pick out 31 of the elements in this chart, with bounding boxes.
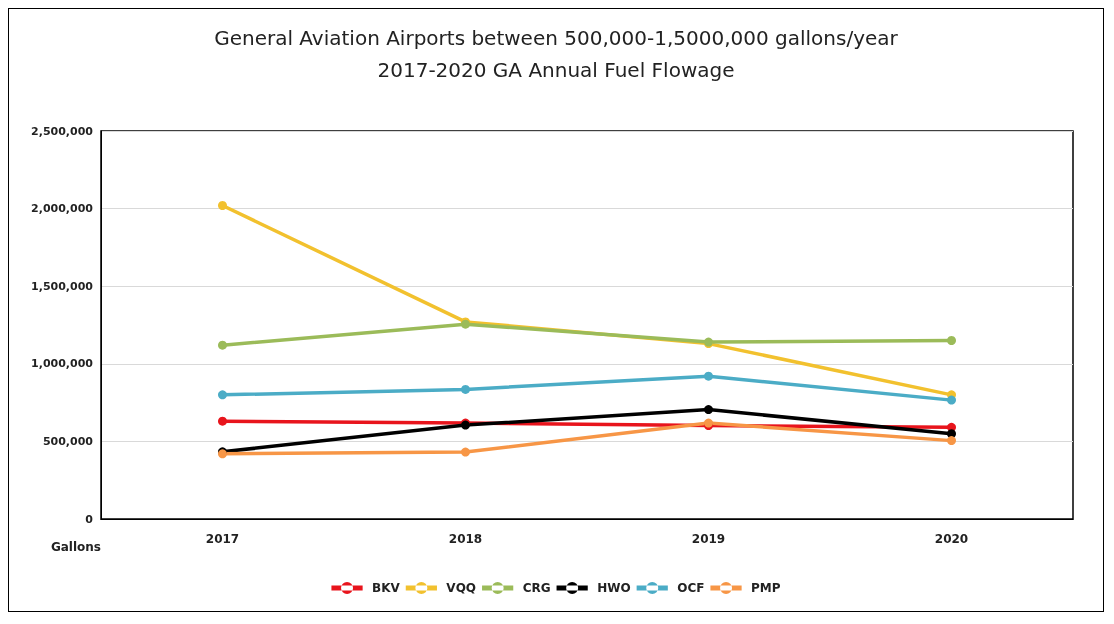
point xyxy=(218,390,227,400)
point xyxy=(947,429,956,439)
point xyxy=(704,371,713,381)
point xyxy=(947,395,956,405)
y-tick-label: 1,000,000 xyxy=(31,357,94,371)
x-tick-label: 2018 xyxy=(448,532,483,546)
legend-label: BKV xyxy=(372,581,401,595)
point xyxy=(461,384,470,394)
y-tick-label: 2,000,000 xyxy=(31,202,94,216)
legend-label: HWO xyxy=(597,581,631,595)
x-tick-label: 2017 xyxy=(205,532,240,546)
y-tick-label: 500,000 xyxy=(42,434,94,448)
y-axis-title: Gallons xyxy=(50,540,101,554)
legend-label: PMP xyxy=(751,581,781,595)
x-tick-label: 2020 xyxy=(934,532,969,546)
legend-label: VQQ xyxy=(446,581,477,595)
y-tick-label: 1,500,000 xyxy=(31,279,94,293)
point xyxy=(218,201,227,210)
point xyxy=(461,447,470,457)
point xyxy=(947,336,956,346)
y-tick-label: 2,500,000 xyxy=(31,124,94,138)
point xyxy=(947,436,956,446)
point xyxy=(218,416,227,426)
legend-label: CRG xyxy=(522,581,551,595)
x-tick-label: 2019 xyxy=(691,532,726,546)
chart-title: General Aviation Airports between 500,000-1,5000,000 gallons/year xyxy=(214,26,899,50)
legend-label: OCF xyxy=(677,581,705,595)
point xyxy=(704,405,713,415)
chart-subtitle: 2017-2020 GA Annual Fuel Flowage xyxy=(377,58,735,82)
point xyxy=(218,340,227,350)
y-tick-label: 0 xyxy=(85,512,94,526)
